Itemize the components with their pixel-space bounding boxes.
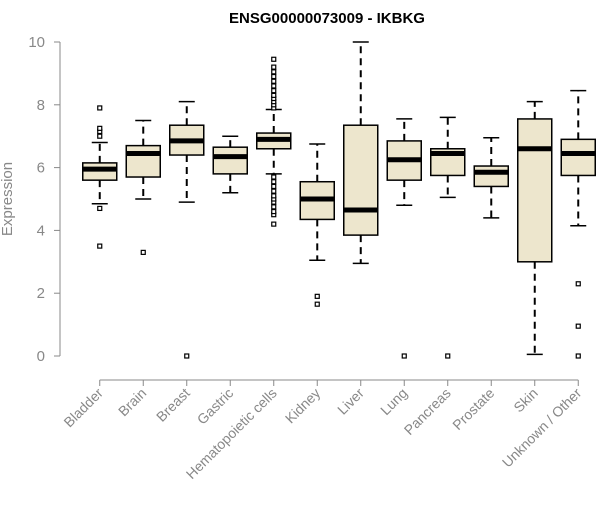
x-tick-label: Breast [153, 385, 193, 425]
chart-title: ENSG00000073009 - IKBKG [229, 10, 425, 27]
boxes-group [82, 41, 596, 359]
x-tick-label: Lung [377, 385, 410, 418]
outlier-point [271, 73, 277, 80]
outlier-point [314, 301, 320, 307]
iqr-box [343, 124, 379, 236]
box-skin [517, 100, 553, 356]
box-liver [343, 41, 379, 265]
outlier-point [575, 353, 581, 359]
outlier-point [271, 56, 277, 62]
y-tick-label: 6 [37, 160, 45, 177]
outlier-point [97, 125, 103, 131]
y-axis-label: Expression [0, 162, 16, 236]
y-tick-label: 2 [37, 285, 45, 302]
box-kidney [299, 143, 335, 307]
outlier-point [271, 92, 277, 98]
outlier-point [271, 174, 277, 180]
y-tick-label: 0 [37, 348, 45, 365]
outlier-point [314, 293, 320, 299]
box-brain [125, 119, 161, 255]
outlier-point [97, 205, 103, 212]
x-tick-label: Kidney [282, 385, 324, 427]
outlier-point [271, 221, 277, 227]
outlier-point [97, 243, 103, 249]
outlier-point [271, 88, 277, 94]
outlier-point [271, 188, 277, 194]
y-tick-label: 4 [37, 222, 45, 239]
y-tick-label: 8 [37, 97, 45, 114]
box-bladder [82, 105, 118, 249]
outlier-point [271, 69, 277, 75]
box-pancreas [430, 116, 466, 359]
box-unknown-other [560, 89, 596, 359]
x-tick-label: Unknown / Other [499, 385, 585, 471]
y-tick-label: 10 [28, 34, 45, 51]
outlier-point [271, 183, 277, 190]
iqr-box [560, 138, 596, 177]
outlier-point [575, 323, 581, 329]
iqr-box [125, 144, 161, 178]
outlier-point [97, 133, 103, 139]
box-gastric [212, 135, 248, 194]
outlier-point [575, 281, 581, 287]
outlier-point [401, 353, 407, 359]
x-tick-label: Liver [334, 385, 367, 418]
outlier-point [271, 193, 277, 199]
box-lung [386, 118, 422, 359]
outlier-point [271, 64, 277, 70]
outlier-point [271, 179, 277, 185]
x-tick-label: Pancreas [401, 385, 454, 438]
box-breast [169, 100, 205, 359]
iqr-box [517, 118, 553, 263]
iqr-box [473, 165, 509, 188]
outlier-point [140, 249, 146, 255]
outlier-point [97, 105, 103, 111]
x-tick-label: Gastric [194, 385, 237, 428]
outlier-point [271, 204, 277, 210]
outlier-point [445, 353, 451, 359]
box-prostate [473, 137, 509, 219]
box-hematopoietic-cells [256, 56, 292, 227]
x-tick-label: Skin [510, 385, 541, 416]
x-tick-label: Prostate [449, 385, 497, 433]
outlier-point [184, 353, 190, 359]
outlier-point [271, 83, 277, 89]
x-tick-label: Brain [115, 385, 149, 419]
outlier-point [271, 208, 277, 215]
iqr-box [212, 146, 248, 175]
x-tick-label: Bladder [60, 385, 106, 431]
y-axis: 0 2 4 6 8 10 [28, 34, 61, 365]
outlier-point [271, 78, 277, 84]
